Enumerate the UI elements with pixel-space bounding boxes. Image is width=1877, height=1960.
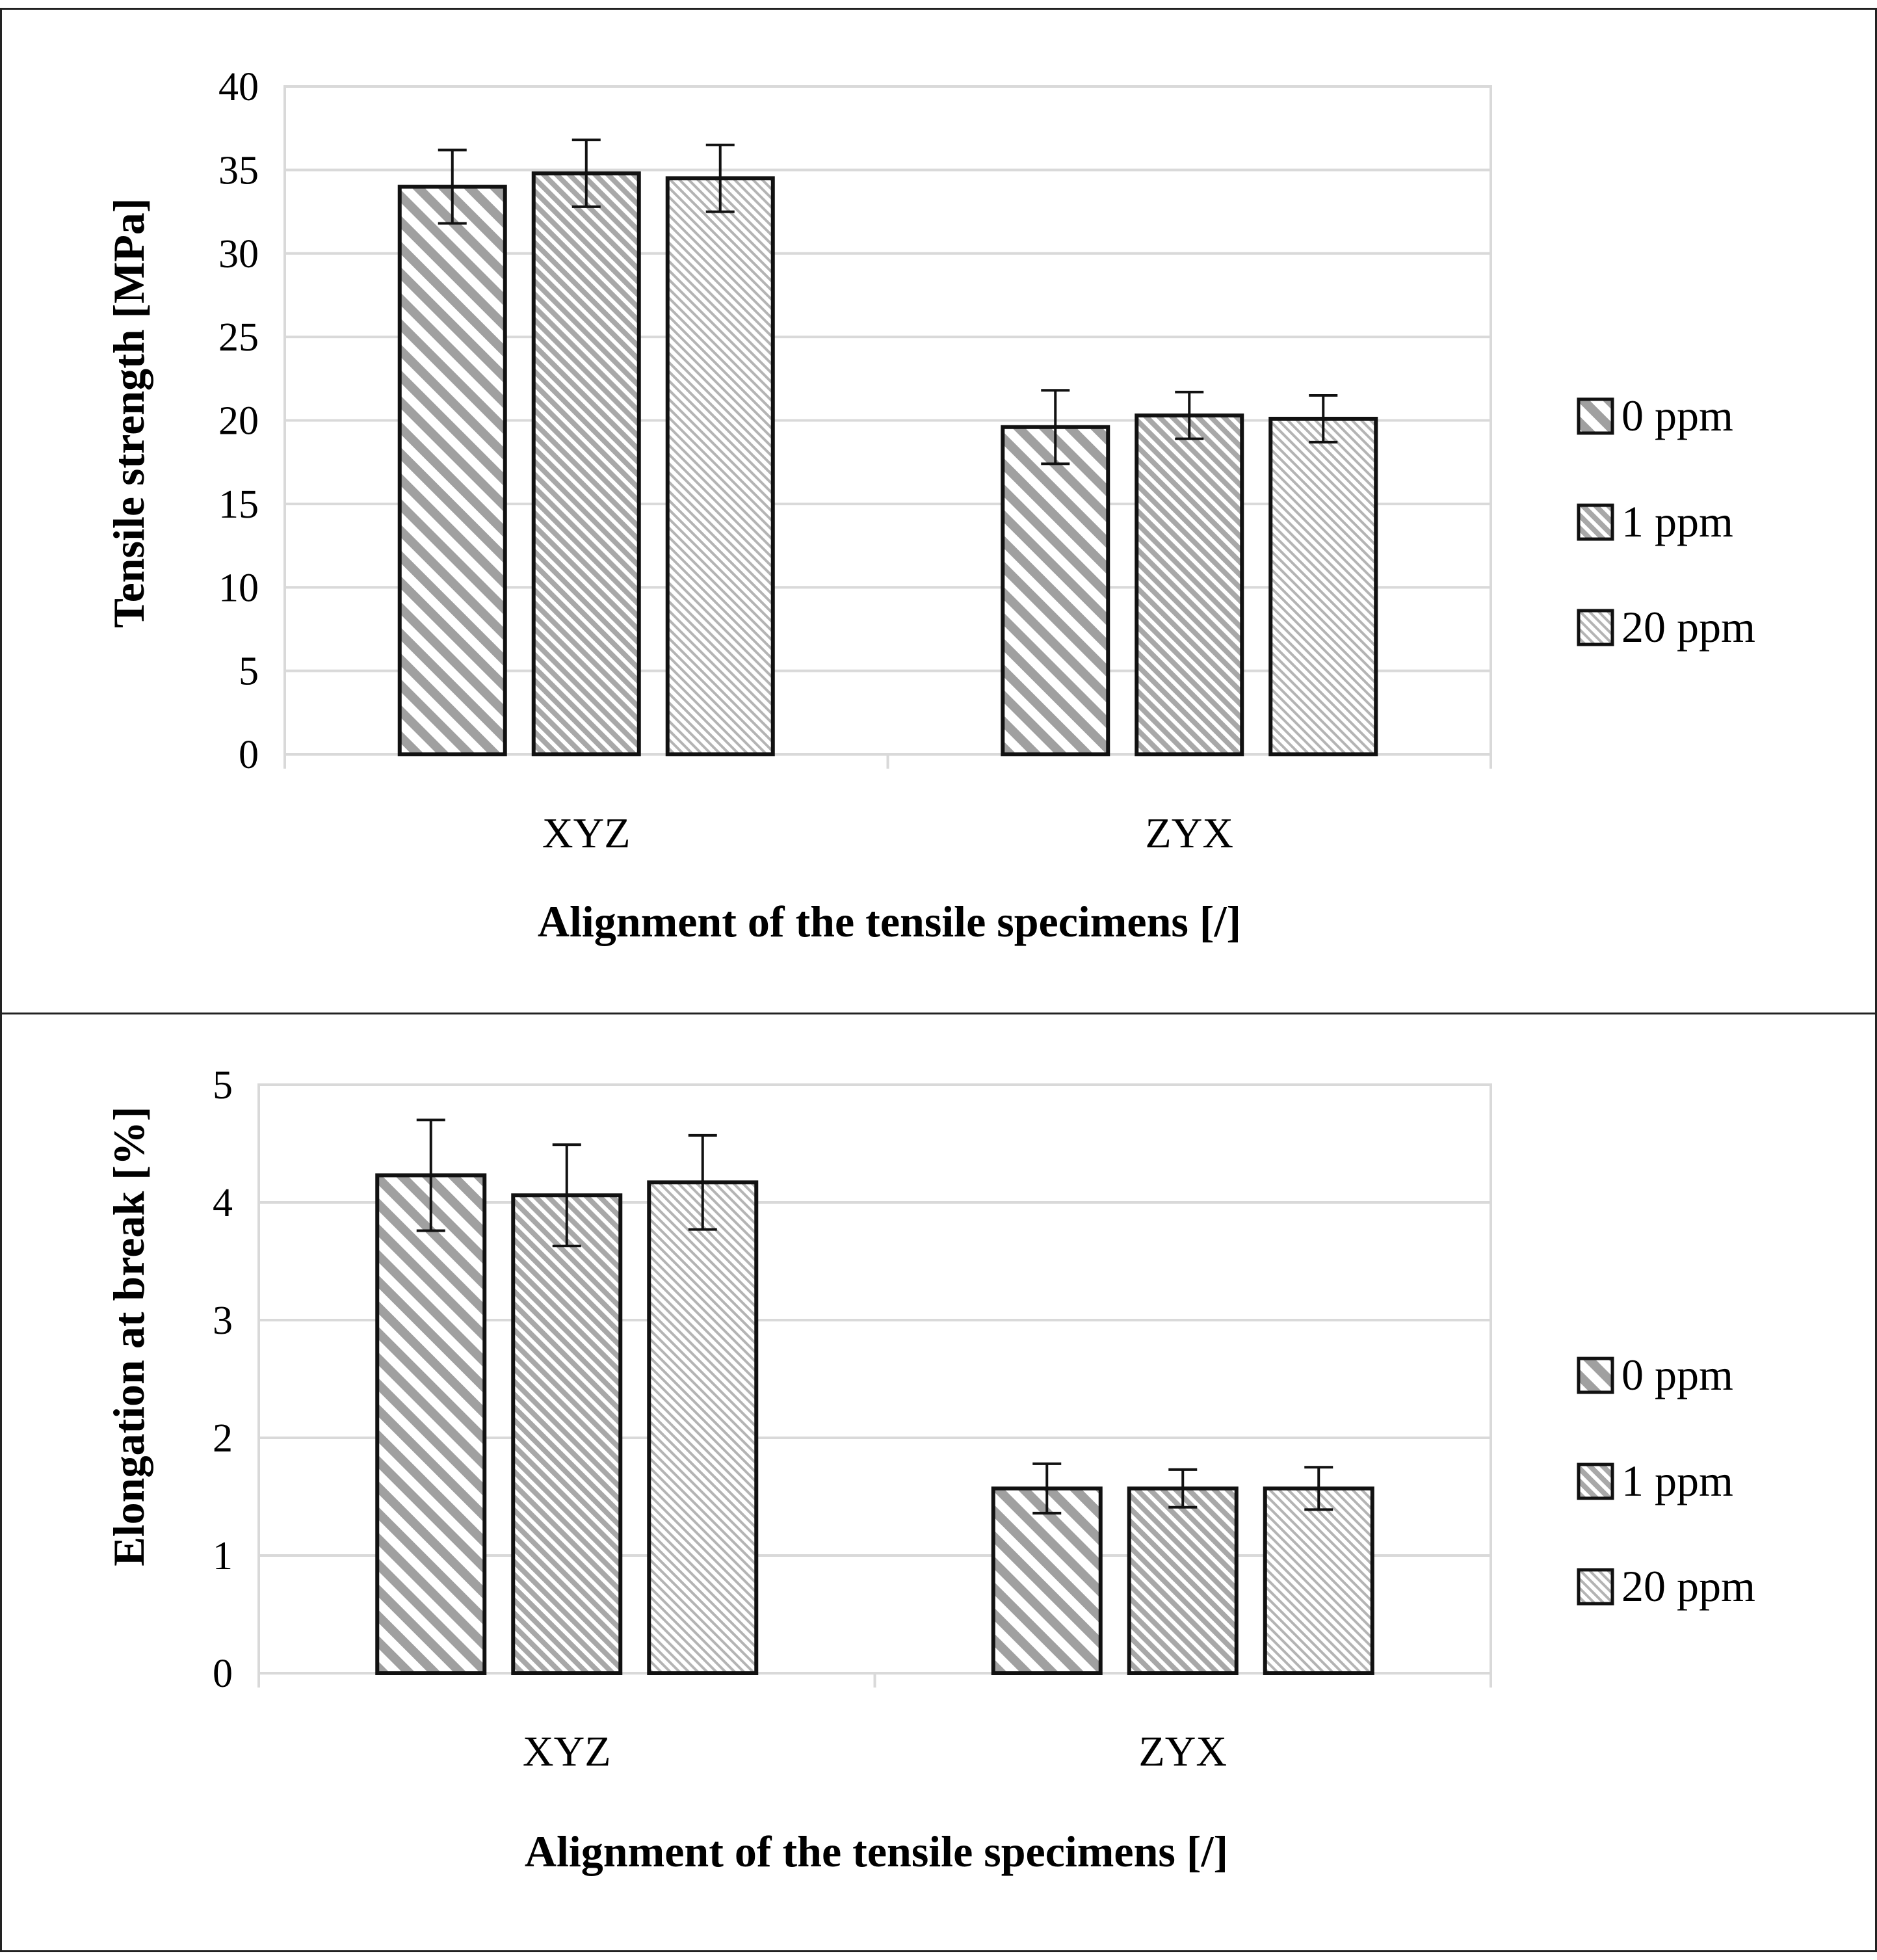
error-bar <box>1168 1468 1198 1509</box>
x-axis-label: Alignment of the tensile specimens [/] <box>525 1827 1228 1876</box>
y-tick-label: 0 <box>213 1652 233 1696</box>
bar-0-ppm-XYZ <box>375 1173 487 1675</box>
y-tick-label: 40 <box>218 65 259 109</box>
legend-item: 20 ppm <box>1577 1561 1755 1611</box>
x-axis-label: Alignment of the tensile specimens [/] <box>538 897 1241 946</box>
error-bar <box>571 139 601 208</box>
bar-1-ppm-ZYX <box>1127 1486 1239 1676</box>
y-tick-label: 30 <box>218 232 259 276</box>
legend-swatch <box>1577 503 1614 541</box>
error-bar <box>1032 1462 1062 1515</box>
error-bar <box>1041 389 1070 466</box>
y-tick-label: 15 <box>218 483 259 527</box>
legend-swatch <box>1577 397 1614 435</box>
legend-label: 0 ppm <box>1621 391 1733 440</box>
legend-swatch <box>1577 1357 1614 1394</box>
y-tick-label: 35 <box>218 148 259 192</box>
error-bar <box>438 148 467 225</box>
error-bar <box>705 143 735 213</box>
bar-1-ppm-ZYX <box>1135 413 1244 756</box>
error-bar <box>1304 1466 1333 1511</box>
y-tick-label: 4 <box>213 1181 233 1225</box>
bar-20-ppm-XYZ <box>647 1180 759 1676</box>
tensile-strength-chart: 0 5 10 15 20 25 30 35 40 XYZ ZYX Tensile strength… <box>104 65 1755 946</box>
bar-0-ppm-ZYX <box>991 1486 1103 1676</box>
bar-20-ppm-ZYX <box>1268 416 1378 756</box>
x-category-label: ZYX <box>1138 1728 1227 1775</box>
elongation-chart: 0 1 2 3 4 5 XYZ ZYX Elongation at break [%] Al… <box>104 1063 1755 1876</box>
legend-item: 1 ppm <box>1577 497 1733 546</box>
legend-item: 1 ppm <box>1577 1456 1733 1505</box>
legend-swatch <box>1577 609 1614 646</box>
y-axis-label: Tensile strength [MPa] <box>104 198 153 628</box>
y-tick-label: 2 <box>213 1416 233 1461</box>
y-tick-label: 25 <box>218 315 259 360</box>
error-bar <box>1175 390 1204 440</box>
error-bar <box>1309 393 1338 444</box>
tensile-strength-panel: 0 5 10 15 20 25 30 35 40 XYZ ZYX Tensile strength… <box>0 8 1877 1014</box>
legend-item: 0 ppm <box>1577 1350 1733 1399</box>
x-category-label: XYZ <box>542 810 631 857</box>
bar-1-ppm-XYZ <box>531 171 641 756</box>
x-category-label: ZYX <box>1145 810 1233 857</box>
x-category-label: XYZ <box>523 1728 611 1775</box>
legend: 0 ppm 1 ppm 20 ppm <box>1577 391 1755 652</box>
bar-0-ppm-XYZ <box>397 185 507 756</box>
y-axis-label: Elongation at break [%] <box>104 1106 153 1566</box>
y-tick-label: 0 <box>239 733 259 777</box>
bar-1-ppm-XYZ <box>511 1193 623 1675</box>
error-bar <box>552 1143 581 1247</box>
bar-0-ppm-ZYX <box>1001 425 1110 757</box>
y-tick-label: 10 <box>218 566 259 610</box>
bar-20-ppm-ZYX <box>1263 1486 1374 1676</box>
elongation-panel: 0 1 2 3 4 5 XYZ ZYX Elongation at break [%] Al… <box>0 1013 1877 1952</box>
legend-label: 0 ppm <box>1621 1350 1733 1399</box>
y-tick-label: 20 <box>218 399 259 444</box>
legend-label: 1 ppm <box>1621 1456 1733 1505</box>
legend-item: 0 ppm <box>1577 391 1733 440</box>
legend-swatch <box>1577 1463 1614 1500</box>
legend-swatch <box>1577 1568 1614 1606</box>
bar-20-ppm-XYZ <box>665 176 775 756</box>
error-bar <box>416 1119 445 1232</box>
legend-label: 20 ppm <box>1621 602 1755 652</box>
y-tick-label: 5 <box>213 1063 233 1107</box>
legend: 0 ppm 1 ppm 20 ppm <box>1577 1350 1755 1611</box>
legend-item: 20 ppm <box>1577 602 1755 652</box>
y-tick-label: 5 <box>239 650 259 694</box>
legend-label: 1 ppm <box>1621 497 1733 546</box>
legend-label: 20 ppm <box>1621 1561 1755 1611</box>
y-tick-label: 1 <box>213 1534 233 1578</box>
error-bar <box>688 1133 717 1231</box>
y-tick-label: 3 <box>213 1299 233 1343</box>
